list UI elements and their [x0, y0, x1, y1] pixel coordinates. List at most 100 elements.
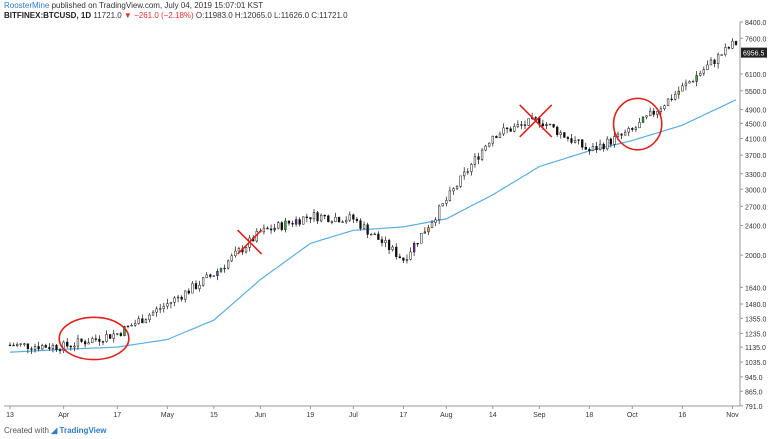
candle: [448, 186, 452, 202]
candle-body: [402, 257, 405, 261]
candle: [613, 132, 616, 148]
candle: [477, 152, 480, 165]
candle: [352, 213, 355, 224]
candle: [724, 43, 727, 57]
candle-body: [484, 145, 487, 151]
price-tick-label: 945.0: [745, 375, 763, 382]
publish-line: RoosterMine published on TradingView.com…: [4, 1, 764, 11]
candle: [466, 168, 469, 175]
candle-body: [527, 118, 530, 126]
candle-body: [541, 123, 545, 127]
candle: [244, 245, 248, 254]
candle: [588, 147, 591, 155]
candle: [434, 217, 437, 226]
candle-body: [584, 146, 587, 150]
candle-body: [30, 348, 33, 350]
candle-body: [330, 221, 334, 223]
candle: [201, 276, 205, 287]
time-tick-label: Apr: [58, 412, 70, 419]
candle: [666, 98, 670, 107]
candle: [87, 338, 90, 345]
candle-body: [191, 283, 194, 294]
candle: [126, 325, 130, 329]
candle-body: [634, 127, 638, 130]
candle: [716, 52, 720, 69]
candle-body: [713, 59, 716, 65]
candle: [141, 314, 144, 324]
candle: [266, 226, 269, 230]
candle: [577, 139, 580, 145]
author-link[interactable]: RoosterMine: [4, 1, 50, 10]
candle-body: [445, 200, 448, 204]
candle: [219, 267, 223, 274]
candle-body: [55, 344, 58, 351]
candle: [148, 313, 151, 323]
candle: [137, 315, 140, 325]
candle: [602, 142, 605, 152]
candle: [727, 46, 730, 50]
price-tick-label: 1035.0: [745, 360, 767, 367]
candle: [277, 221, 280, 230]
candle-body: [609, 138, 612, 145]
candle-body: [112, 333, 115, 339]
candle-body: [688, 81, 691, 84]
candle: [634, 125, 638, 132]
candle: [216, 268, 219, 281]
candle-body: [176, 296, 180, 299]
time-tick-label: 16: [678, 412, 686, 419]
time-tick-label: Jun: [255, 412, 266, 419]
price-tick-label: 865.0: [745, 389, 763, 396]
moving-average-layer: [9, 99, 737, 353]
candle: [230, 253, 233, 263]
candle-body: [387, 240, 391, 250]
candle: [463, 167, 466, 180]
candle-body: [420, 232, 423, 244]
candle-body: [19, 343, 22, 345]
candle: [187, 288, 190, 295]
candle: [674, 90, 677, 101]
candle-body: [302, 216, 305, 225]
candle-body: [237, 248, 241, 252]
candle: [584, 142, 587, 151]
candle-body: [234, 250, 237, 257]
candle-body: [345, 219, 348, 223]
time-tick-label: Oct: [627, 412, 638, 419]
candle: [498, 131, 502, 139]
candle-body: [337, 217, 341, 223]
candle: [420, 232, 423, 244]
candle-body: [380, 239, 384, 243]
candle-body: [284, 220, 287, 230]
candle-body: [51, 344, 55, 349]
price-tick-label: 2000.0: [745, 253, 767, 260]
candle-body: [80, 338, 83, 342]
candle: [80, 338, 83, 344]
candle: [606, 136, 609, 151]
candle: [484, 144, 487, 152]
candle-body: [62, 341, 65, 352]
candle: [294, 216, 298, 227]
candle: [509, 126, 512, 132]
price-tick-label: 5500.0: [745, 89, 767, 96]
candle: [620, 133, 623, 140]
candle: [527, 118, 530, 126]
candle: [427, 224, 430, 235]
candle-body: [734, 40, 738, 45]
candle-body: [294, 219, 298, 225]
candle-body: [684, 82, 688, 87]
candle: [173, 296, 176, 307]
candle: [395, 243, 398, 260]
candle-body: [438, 205, 441, 221]
candle-body: [606, 138, 609, 150]
candle: [627, 126, 630, 137]
price-tick-label: 3300.0: [745, 172, 767, 179]
candle-body: [141, 318, 144, 324]
candle-body: [44, 345, 47, 348]
price-tick-label: 8400.0: [745, 20, 767, 27]
candle-body: [409, 251, 412, 260]
candle-body: [563, 132, 566, 138]
candle-body: [581, 139, 584, 148]
candle: [23, 342, 26, 347]
candle: [441, 203, 444, 207]
candle-body: [362, 224, 366, 229]
candle: [645, 115, 648, 120]
